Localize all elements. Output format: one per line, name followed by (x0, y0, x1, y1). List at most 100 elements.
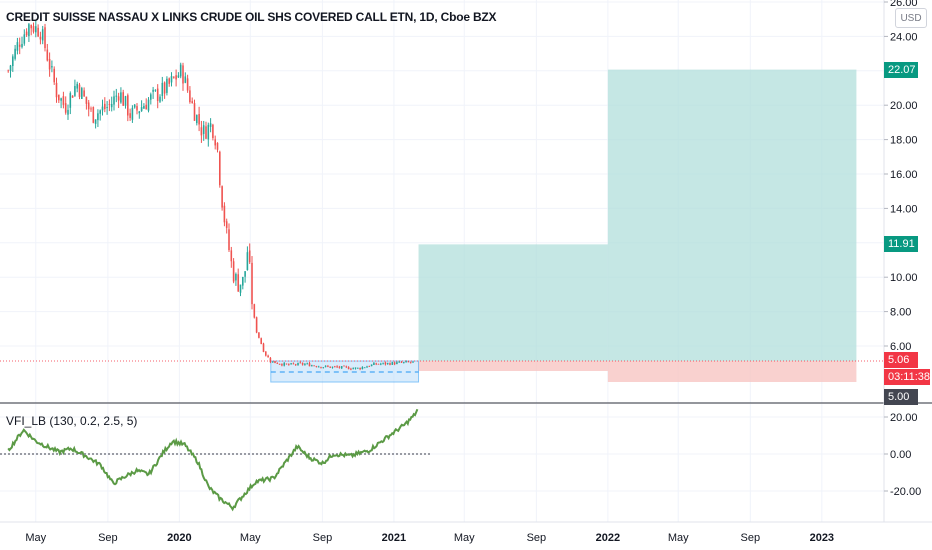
candle-body-124 (292, 363, 295, 365)
range-box[interactable] (270, 360, 420, 383)
candle-body-77 (184, 76, 187, 83)
candle-body-145 (340, 366, 343, 369)
candle-body-17 (46, 49, 49, 61)
candle-body-48 (117, 96, 120, 101)
price-tag-0: 22.07 (884, 61, 918, 78)
candle-body-127 (299, 362, 302, 364)
candle-body-110 (260, 338, 263, 344)
candle-body-69 (166, 78, 168, 93)
candle-body-82 (196, 115, 198, 124)
candle-body-41 (101, 106, 104, 111)
candle-body-126 (297, 362, 299, 366)
profit-zone-0 (418, 244, 608, 361)
time-tick-label-6: May (454, 532, 475, 544)
candle-body-62 (150, 94, 152, 100)
position-zones (418, 69, 857, 382)
candle-body-68 (163, 82, 166, 94)
candle-body-171 (400, 362, 403, 363)
candle-body-170 (398, 361, 401, 363)
candle-body-141 (331, 366, 334, 368)
price-axis-ticks[interactable]: 26.0024.0022.0020.0018.0016.0014.0012.00… (884, 0, 918, 353)
candle-body-10 (30, 25, 33, 29)
candle-body-154 (361, 367, 364, 370)
price-tick-label-10: 6.00 (890, 341, 911, 353)
candle-body-89 (212, 124, 214, 138)
candle-body-129 (304, 363, 306, 365)
candle-body-40 (99, 110, 102, 114)
time-tick-label-0: May (25, 532, 46, 544)
candle-body-168 (393, 362, 396, 365)
candle-body-112 (265, 351, 267, 356)
candle-body-157 (368, 366, 371, 367)
candle-body-36 (90, 108, 92, 110)
time-tick-label-2: 2020 (167, 532, 191, 544)
candle-body-39 (97, 113, 99, 121)
candle-body-135 (317, 366, 320, 368)
candle-body-139 (327, 366, 329, 367)
candle-body-105 (248, 250, 251, 263)
candle-body-102 (242, 276, 244, 286)
candle-body-64 (154, 89, 157, 91)
candle-body-43 (106, 107, 108, 108)
currency-button[interactable]: USD (895, 8, 927, 28)
candle-body-71 (170, 76, 173, 83)
candle-body-106 (251, 262, 253, 305)
candle-body-49 (120, 92, 122, 103)
candle-body-30 (76, 83, 79, 89)
candle-body-128 (301, 363, 304, 365)
candle-body-174 (407, 361, 410, 363)
indicator-title[interactable]: VFI_LB (130, 0.2, 2.5, 5) (6, 414, 138, 428)
candle-body-94 (223, 205, 226, 223)
candle-body-87 (207, 124, 210, 140)
candle-body-1 (9, 65, 12, 71)
candle-body-55 (133, 104, 136, 108)
candle-body-130 (306, 363, 309, 365)
candle-body-142 (334, 366, 336, 368)
candle-body-153 (359, 367, 361, 370)
candle-body-160 (375, 363, 378, 365)
candle-body-120 (283, 363, 286, 366)
candle-body-176 (412, 361, 414, 363)
candle-body-96 (228, 229, 230, 251)
candle-body-78 (186, 78, 189, 91)
candle-body-125 (294, 364, 297, 366)
time-axis-ticks[interactable]: May Sep 2020 May Sep 2021 May Sep 2022 May Sep 2023 (25, 532, 834, 544)
candle-body-58 (140, 107, 143, 112)
time-tick-label-5: 2021 (382, 532, 406, 544)
candle-body-33 (83, 90, 85, 97)
candle-body-165 (386, 362, 389, 364)
price-tick-label-1: 24.00 (890, 31, 918, 43)
time-tick-label-8: 2022 (596, 532, 620, 544)
candle-body-60 (145, 104, 148, 110)
candle-body-114 (269, 357, 272, 363)
candle-body-164 (384, 362, 387, 365)
candle-body-57 (138, 111, 141, 114)
candle-body-13 (37, 27, 39, 37)
candle-body-107 (253, 304, 256, 318)
price-tag-2: 5.06 (884, 352, 918, 368)
vfi-pane (0, 408, 430, 512)
candle-body-122 (288, 364, 290, 365)
price-tick-label-3: 20.00 (890, 100, 918, 112)
vfi-axis-ticks[interactable]: 20.00 0.00 -20.00 (884, 412, 921, 498)
candle-body-123 (290, 363, 292, 365)
candle-body-151 (354, 367, 357, 369)
candle-body-47 (115, 95, 118, 97)
candle-body-158 (370, 364, 373, 367)
candle-body-80 (191, 101, 194, 104)
candle-body-88 (209, 123, 212, 127)
candle-body-53 (129, 113, 131, 118)
time-tick-label-9: May (668, 532, 689, 544)
candle-body-132 (311, 365, 313, 367)
candle-body-92 (219, 151, 221, 186)
chart-title: CREDIT SUISSE NASSAU X LINKS CRUDE OIL S… (6, 10, 497, 24)
candle-body-50 (122, 92, 125, 106)
candle-body-25 (64, 103, 67, 113)
candle-body-99 (235, 274, 237, 281)
candle-body-67 (161, 82, 164, 96)
candle-body-31 (78, 84, 81, 97)
candle-body-3 (14, 48, 16, 59)
candle-body-7 (23, 34, 26, 44)
candle-body-27 (69, 93, 72, 108)
